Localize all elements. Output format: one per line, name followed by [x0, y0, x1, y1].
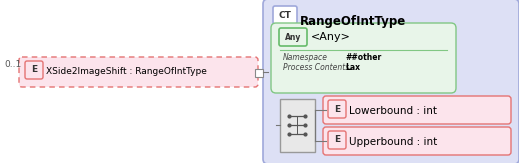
Text: Any: Any: [285, 32, 301, 42]
FancyBboxPatch shape: [271, 23, 456, 93]
Text: E: E: [334, 104, 340, 113]
Text: Upperbound : int: Upperbound : int: [349, 137, 437, 147]
Text: XSide2ImageShift : RangeOfIntType: XSide2ImageShift : RangeOfIntType: [46, 67, 207, 76]
Text: E: E: [334, 135, 340, 145]
Bar: [255, 69, 263, 77]
Text: CT: CT: [279, 10, 292, 20]
FancyBboxPatch shape: [328, 100, 346, 118]
Text: <Any>: <Any>: [311, 32, 351, 42]
FancyBboxPatch shape: [25, 61, 43, 79]
Text: RangeOfIntType: RangeOfIntType: [300, 15, 406, 28]
Text: Process Contents: Process Contents: [283, 64, 349, 73]
Text: Namespace: Namespace: [283, 52, 328, 61]
Text: Lax: Lax: [345, 64, 360, 73]
FancyBboxPatch shape: [19, 57, 258, 87]
Text: 0..1: 0..1: [4, 60, 21, 69]
Text: ##other: ##other: [345, 52, 381, 61]
FancyBboxPatch shape: [279, 28, 307, 46]
FancyBboxPatch shape: [323, 96, 511, 124]
Text: Lowerbound : int: Lowerbound : int: [349, 106, 437, 116]
FancyBboxPatch shape: [263, 0, 519, 163]
FancyBboxPatch shape: [273, 6, 297, 24]
Bar: [280, 99, 315, 152]
FancyBboxPatch shape: [328, 131, 346, 149]
FancyBboxPatch shape: [323, 127, 511, 155]
Text: E: E: [31, 66, 37, 74]
